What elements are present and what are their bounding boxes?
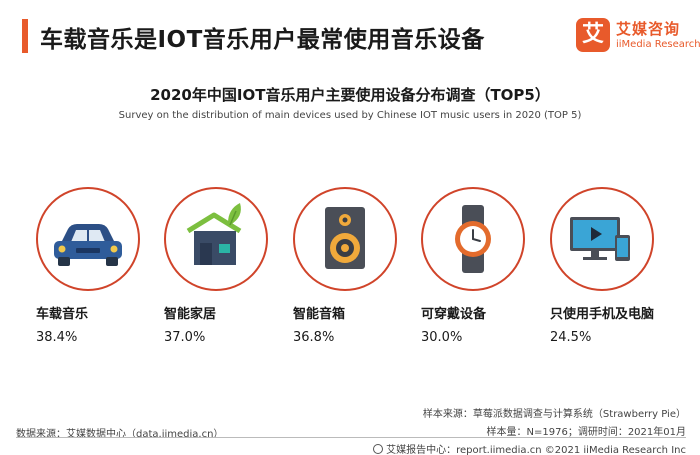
smart-home-icon (186, 203, 242, 265)
sample-source: 样本来源：草莓派数据调查与计算系统（Strawberry Pie） (422, 409, 686, 420)
device-label: 车载音乐 (36, 307, 89, 322)
device-value: 36.8% (293, 330, 335, 345)
logo-name-cn: 艾媒咨询 (616, 20, 681, 38)
speaker-icon (325, 207, 365, 269)
footer-report-center: 艾媒报告中心：report.iimedia.cn ©2021 iiMedia R… (373, 441, 686, 455)
icon-circle (550, 187, 654, 291)
car-icon (54, 224, 122, 266)
chart-subtitle: Survey on the distribution of main devic… (118, 110, 582, 121)
icon-circle (164, 187, 268, 291)
chart-title: 2020年中国IOT音乐用户主要使用设备分布调查（TOP5） (150, 86, 550, 104)
device-label: 智能家居 (164, 307, 217, 322)
copyright-icon (373, 444, 384, 454)
device-value: 24.5% (550, 330, 592, 345)
brand-logo: 艾 艾媒咨询 iiMedia Research (576, 18, 700, 56)
device-label: 智能音箱 (293, 307, 346, 322)
logo-icon: 艾 (576, 18, 610, 52)
monitor-phone-icon (570, 217, 630, 261)
sample-info: 样本量：N=1976；调研时间：2021年01月 (486, 427, 686, 438)
icon-circle (36, 187, 140, 291)
smartwatch-icon (455, 205, 491, 273)
icon-circle (293, 187, 397, 291)
title-accent-bar (22, 19, 28, 53)
icon-circle (421, 187, 525, 291)
device-label: 只使用手机及电脑 (550, 307, 655, 322)
page-title: 车载音乐是IOT音乐用户最常使用音乐设备 (40, 27, 485, 53)
device-value: 38.4% (36, 330, 78, 345)
report-center-text: 艾媒报告中心：report.iimedia.cn ©2021 iiMedia R… (386, 445, 686, 455)
device-value: 30.0% (421, 330, 463, 345)
device-label: 可穿戴设备 (421, 307, 487, 322)
device-value: 37.0% (164, 330, 206, 345)
footer-divider (16, 437, 686, 438)
data-source: 数据来源：艾媒数据中心（data.iimedia.cn） (16, 429, 224, 440)
logo-name-en: iiMedia Research (616, 39, 700, 50)
